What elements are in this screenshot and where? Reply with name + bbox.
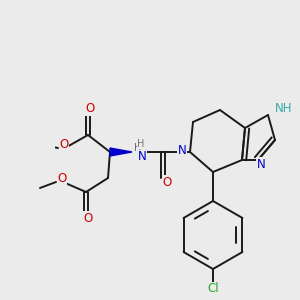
Text: H: H: [137, 139, 145, 149]
Text: O: O: [85, 103, 94, 116]
Text: H: H: [134, 143, 142, 153]
Polygon shape: [110, 148, 132, 156]
Text: N: N: [138, 151, 146, 164]
Text: O: O: [162, 176, 172, 188]
Text: N: N: [178, 143, 186, 157]
Text: methyl: methyl: [16, 138, 52, 148]
Text: NH: NH: [275, 103, 292, 116]
Text: N: N: [256, 158, 266, 170]
Text: O: O: [59, 139, 69, 152]
Text: O: O: [83, 212, 93, 224]
Text: Cl: Cl: [207, 283, 219, 296]
Text: O: O: [57, 172, 67, 185]
Text: methyl: methyl: [16, 138, 52, 148]
